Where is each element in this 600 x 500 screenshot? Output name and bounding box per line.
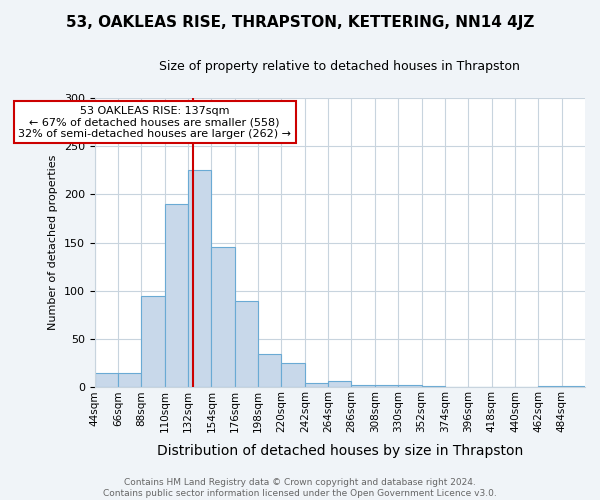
Bar [281,364,305,388]
Text: 53 OAKLEAS RISE: 137sqm
← 67% of detached houses are smaller (558)
32% of semi-d: 53 OAKLEAS RISE: 137sqm ← 67% of detache… [18,106,291,138]
Text: 53, OAKLEAS RISE, THRAPSTON, KETTERING, NN14 4JZ: 53, OAKLEAS RISE, THRAPSTON, KETTERING, … [66,15,534,30]
Bar [235,300,258,388]
Bar [398,384,422,388]
Bar [95,373,118,388]
X-axis label: Distribution of detached houses by size in Thrapston: Distribution of detached houses by size … [157,444,523,458]
Bar [211,248,235,388]
Bar [142,296,164,388]
Bar [305,382,328,388]
Bar [422,386,445,388]
Bar [375,384,398,388]
Bar [118,373,142,388]
Bar [188,170,211,388]
Bar [164,204,188,388]
Text: Contains HM Land Registry data © Crown copyright and database right 2024.
Contai: Contains HM Land Registry data © Crown c… [103,478,497,498]
Bar [328,380,352,388]
Bar [352,384,375,388]
Bar [258,354,281,388]
Bar [562,386,585,388]
Bar [538,386,562,388]
Title: Size of property relative to detached houses in Thrapston: Size of property relative to detached ho… [160,60,520,73]
Y-axis label: Number of detached properties: Number of detached properties [48,155,58,330]
